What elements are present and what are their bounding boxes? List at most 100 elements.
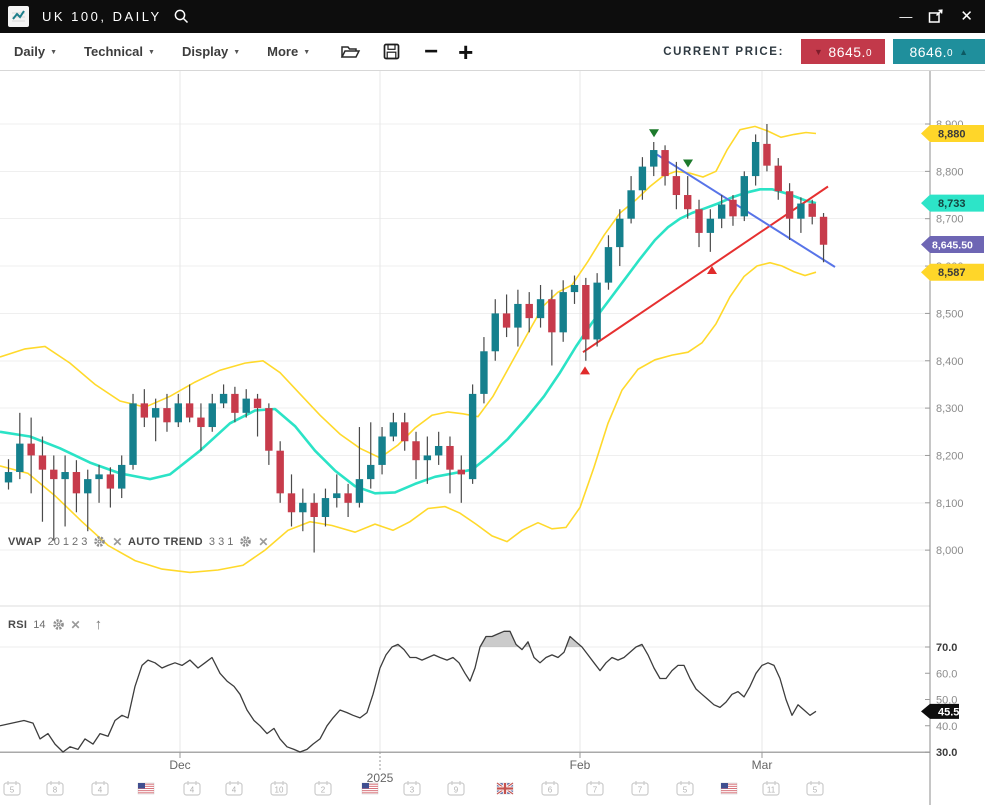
svg-text:8: 8 [53, 786, 58, 795]
candle [322, 489, 329, 527]
candle [118, 455, 125, 498]
candle [741, 171, 748, 221]
rsi-params: 14 [33, 619, 45, 631]
candle [95, 465, 102, 503]
auto-trend-name: AUTO TREND [128, 536, 203, 548]
menu-technical[interactable]: Technical ▼ [84, 44, 155, 59]
svg-text:8,100: 8,100 [936, 498, 964, 510]
calendar-event-icon[interactable]: 4 [226, 781, 242, 795]
chevron-down-icon: ▼ [50, 49, 57, 56]
candle [514, 290, 521, 347]
close-icon[interactable]: ✕ [960, 9, 973, 24]
svg-text:40.0: 40.0 [936, 721, 957, 733]
zoom-in-icon[interactable]: + [458, 42, 473, 62]
calendar-event-icon[interactable]: 10 [271, 781, 287, 795]
candle [775, 158, 782, 200]
calendar-event-icon[interactable]: 5 [807, 781, 823, 795]
us-flag-icon[interactable] [721, 783, 737, 794]
calendar-event-icon[interactable]: 7 [587, 781, 603, 795]
candle [84, 470, 91, 532]
calendar-event-icon[interactable]: 5 [4, 781, 20, 795]
svg-text:3: 3 [410, 786, 415, 795]
vwap-settings-icon[interactable] [93, 535, 106, 548]
calendar-event-icon[interactable]: 11 [763, 781, 779, 795]
chart-toolbar: Daily ▼ Technical ▼ Display ▼ More ▼ − +… [0, 33, 985, 71]
price-down-arrow-icon: ▼ [814, 47, 823, 57]
svg-text:11: 11 [767, 786, 776, 795]
svg-text:Dec: Dec [169, 758, 190, 772]
svg-text:5: 5 [683, 786, 688, 795]
candle [707, 209, 714, 252]
svg-text:8,400: 8,400 [936, 356, 964, 368]
candle [559, 280, 566, 342]
candlestick-series [5, 124, 827, 553]
chevron-down-icon: ▼ [303, 49, 310, 56]
candle [639, 157, 646, 200]
chart-plot[interactable]: 8,9008,8008,7008,6008,5008,4008,3008,200… [0, 71, 985, 805]
zoom-out-icon[interactable]: − [424, 42, 438, 62]
candle [480, 337, 487, 403]
sell-price-button[interactable]: ▼ 8645.0 [801, 39, 885, 64]
rsi-collapse-icon[interactable]: ↑ [95, 617, 103, 632]
calendar-event-icon[interactable]: 9 [448, 781, 464, 795]
svg-text:5: 5 [10, 786, 15, 795]
candle [220, 384, 227, 408]
chevron-down-icon: ▼ [233, 49, 240, 56]
vwap-indicator-label: VWAP 20 1 2 3 ✕ [8, 535, 122, 548]
svg-text:30.0: 30.0 [936, 747, 957, 759]
svg-text:8,800: 8,800 [936, 166, 964, 178]
candle [288, 474, 295, 526]
calendar-event-icon[interactable]: 5 [677, 781, 693, 795]
calendar-event-icon[interactable]: 6 [542, 781, 558, 795]
auto-trend-remove-icon[interactable]: ✕ [258, 536, 268, 548]
minimize-icon[interactable]: — [899, 10, 912, 23]
svg-text:Feb: Feb [570, 758, 591, 772]
open-chart-icon[interactable] [340, 43, 361, 60]
save-chart-icon[interactable] [383, 43, 400, 60]
menu-more[interactable]: More ▼ [267, 44, 310, 59]
candle [152, 399, 159, 442]
calendar-event-icon[interactable]: 8 [47, 781, 63, 795]
search-icon[interactable] [173, 8, 190, 25]
vwap-remove-icon[interactable]: ✕ [112, 536, 122, 548]
candle [446, 437, 453, 494]
x-axis-labels[interactable]: Dec2025FebMar [169, 752, 772, 785]
candle [627, 176, 634, 223]
candle [209, 394, 216, 432]
rsi-remove-icon[interactable]: ✕ [71, 619, 81, 631]
us-flag-icon[interactable] [362, 783, 378, 794]
calendar-event-icon[interactable]: 2 [315, 781, 331, 795]
auto-trend-indicator-label: AUTO TREND 3 3 1 ✕ [128, 535, 268, 548]
svg-text:4: 4 [232, 786, 237, 795]
buy-price-button[interactable]: 8646.0 ▲ [893, 39, 985, 64]
candle [61, 455, 68, 526]
sell-price-frac: 0 [866, 48, 872, 59]
chart-canvas[interactable]: 8,9008,8008,7008,6008,5008,4008,3008,200… [0, 71, 985, 805]
candle [593, 273, 600, 346]
candle [141, 389, 148, 427]
rsi-settings-icon[interactable] [52, 618, 65, 631]
candle [458, 455, 465, 502]
candle [39, 437, 46, 522]
buy-price-frac: 0 [947, 48, 953, 59]
popout-icon[interactable] [928, 9, 944, 24]
us-flag-icon[interactable] [138, 783, 154, 794]
candle [684, 176, 691, 219]
candle [503, 294, 510, 337]
uk-flag-icon[interactable] [497, 783, 513, 794]
rsi-name: RSI [8, 619, 27, 631]
calendar-event-icon[interactable]: 3 [404, 781, 420, 795]
menu-display[interactable]: Display ▼ [182, 44, 240, 59]
svg-text:2: 2 [321, 786, 326, 795]
calendar-event-icon[interactable]: 4 [184, 781, 200, 795]
menu-timeframe[interactable]: Daily ▼ [14, 44, 57, 59]
window-controls: — ✕ [899, 9, 973, 24]
calendar-event-icon[interactable]: 4 [92, 781, 108, 795]
svg-text:4: 4 [98, 786, 103, 795]
svg-text:8,645.50: 8,645.50 [932, 240, 973, 252]
sell-marker-icon [683, 160, 693, 168]
calendar-event-icon[interactable]: 7 [632, 781, 648, 795]
price-axis[interactable]: 8,9008,8008,7008,6008,5008,4008,3008,200… [925, 71, 964, 805]
candle [356, 427, 363, 507]
auto-trend-settings-icon[interactable] [239, 535, 252, 548]
